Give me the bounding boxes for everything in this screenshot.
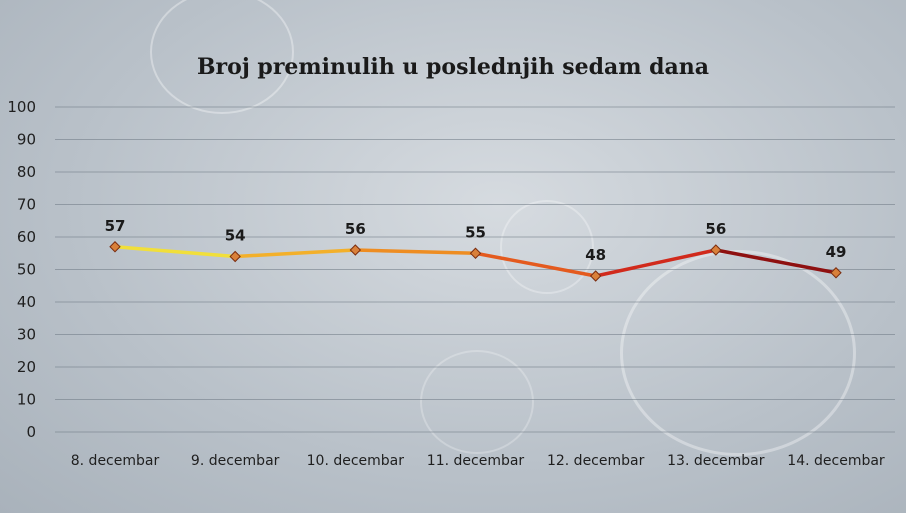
line-segment <box>593 248 718 278</box>
data-label: 54 <box>225 227 246 245</box>
data-label: 56 <box>345 220 366 238</box>
y-axis: 0 10 20 30 40 50 60 70 80 90 100 <box>7 98 36 441</box>
data-labels: 57 54 56 55 48 56 49 <box>105 217 847 264</box>
data-point <box>109 241 121 253</box>
data-label: 55 <box>465 223 486 241</box>
data-point <box>710 244 722 256</box>
data-label: 49 <box>826 243 847 261</box>
y-tick-label: 60 <box>17 228 36 246</box>
series-markers <box>109 241 842 282</box>
data-point <box>349 244 362 256</box>
x-tick-label: 8. decembar <box>71 453 160 469</box>
y-tick-label: 90 <box>17 131 36 149</box>
line-segment <box>353 248 478 255</box>
data-point <box>589 270 602 282</box>
data-point <box>830 267 842 279</box>
series-line <box>113 245 838 278</box>
y-tick-label: 10 <box>17 391 36 409</box>
y-tick-label: 100 <box>7 98 36 116</box>
data-label: 48 <box>585 246 606 264</box>
line-segment <box>714 248 838 275</box>
y-tick-label: 80 <box>17 163 36 181</box>
data-point <box>469 247 482 259</box>
y-tick-label: 70 <box>17 196 36 214</box>
line-segment <box>473 251 598 278</box>
x-axis: 8. decembar 9. decembar 10. decembar 11. de… <box>71 453 885 469</box>
x-tick-label: 13. decembar <box>667 453 765 469</box>
y-tick-label: 50 <box>17 261 36 279</box>
y-tick-label: 30 <box>17 326 36 344</box>
x-tick-label: 14. decembar <box>787 453 885 469</box>
y-tick-label: 0 <box>26 423 36 441</box>
x-tick-label: 11. decembar <box>427 453 525 469</box>
x-tick-label: 12. decembar <box>547 453 645 469</box>
line-segment <box>233 248 358 259</box>
y-tick-label: 20 <box>17 358 36 376</box>
data-point <box>229 250 241 263</box>
data-label: 57 <box>105 217 126 235</box>
gridlines <box>55 106 895 433</box>
x-tick-label: 10. decembar <box>307 453 405 469</box>
y-tick-label: 40 <box>17 293 36 311</box>
x-tick-label: 9. decembar <box>191 453 280 469</box>
chart-title: Broj preminulih u poslednjih sedam dana <box>197 54 709 80</box>
line-segment <box>113 245 237 259</box>
data-label: 56 <box>705 220 726 238</box>
